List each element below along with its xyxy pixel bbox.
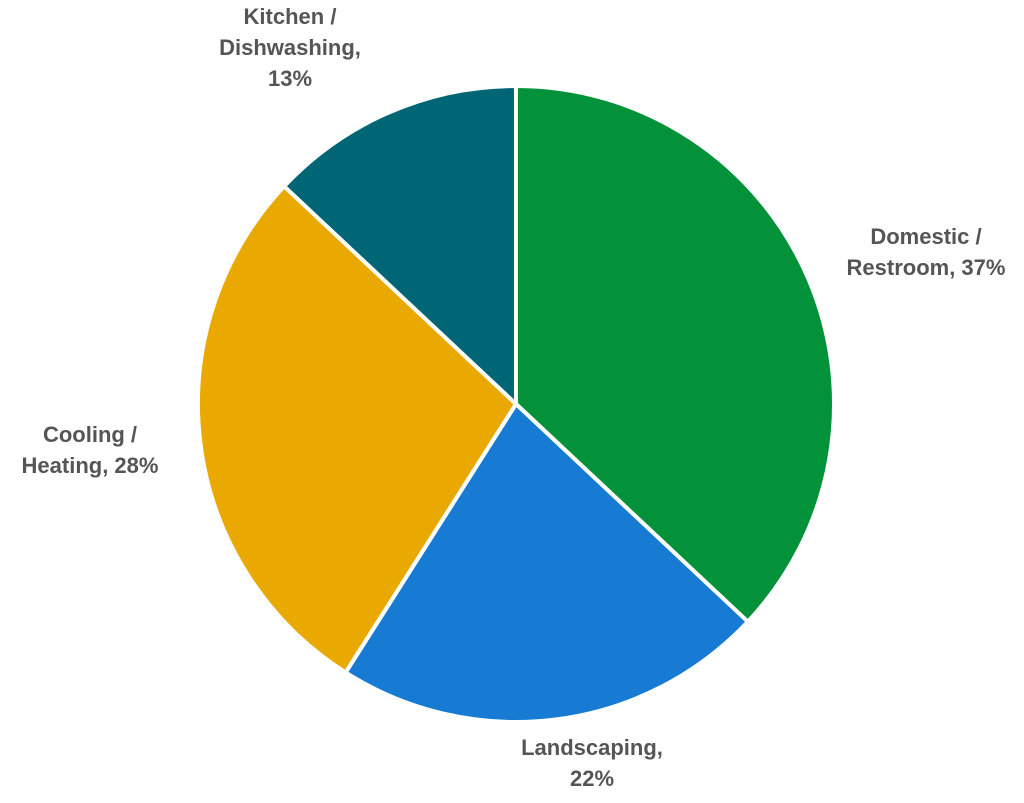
pie-slice-landscaping — [343, 402, 750, 724]
pie-label-landscaping: Landscaping, 22% — [521, 735, 663, 791]
pie-label-line: 13% — [268, 66, 312, 91]
pie-slices — [196, 84, 836, 724]
pie-labels: Domestic / Restroom, 37% Landscaping, 22% Co… — [22, 4, 1006, 791]
pie-label-line: Domestic / — [870, 224, 981, 249]
pie-label-line: Heating, 28% — [22, 453, 159, 478]
pie-label-line: Dishwashing, — [219, 35, 361, 60]
pie-label-kitchen-dishwashing: Kitchen / Dishwashing, 13% — [219, 4, 361, 91]
pie-slice-kitchen-dishwashing — [282, 84, 518, 406]
pie-label-line: Landscaping, — [521, 735, 663, 760]
pie-slice-cooling-heating — [196, 184, 518, 675]
pie-label-line: Kitchen / — [244, 4, 337, 29]
pie-label-domestic-restroom: Domestic / Restroom, 37% — [847, 224, 1006, 280]
pie-label-line: Restroom, 37% — [847, 255, 1006, 280]
pie-slice-domestic-restroom — [514, 84, 836, 624]
pie-label-line: Cooling / — [43, 422, 137, 447]
pie-label-cooling-heating: Cooling / Heating, 28% — [22, 422, 159, 478]
pie-label-line: 22% — [570, 766, 614, 791]
